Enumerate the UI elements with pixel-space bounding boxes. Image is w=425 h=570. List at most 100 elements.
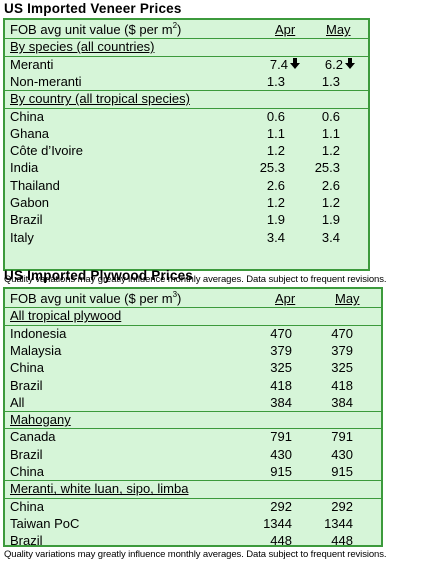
apr-value-text: 418 bbox=[270, 377, 292, 393]
table-row: China 325 325 bbox=[10, 360, 381, 376]
apr-value: 1.9 bbox=[267, 212, 285, 228]
may-value: 325 bbox=[331, 360, 353, 376]
table-row: All 384 384 bbox=[10, 395, 381, 411]
may-value-text: 1.9 bbox=[321, 212, 340, 228]
column-header-apr: Apr bbox=[275, 291, 296, 306]
may-value-text: 292 bbox=[331, 498, 353, 514]
row-label: Gabon bbox=[10, 195, 50, 210]
may-value-text: 791 bbox=[331, 429, 353, 445]
apr-value: 1.1 bbox=[267, 126, 285, 142]
section-divider bbox=[5, 480, 381, 482]
apr-value: 470 bbox=[270, 326, 292, 342]
table-row: Côte d’Ivoire 1.2 1.2 bbox=[10, 143, 368, 159]
may-value-text: 2.6 bbox=[321, 177, 340, 193]
apr-value: 379 bbox=[270, 343, 292, 359]
apr-value: 0.6 bbox=[267, 109, 285, 125]
may-value-text: 25.3 bbox=[314, 160, 340, 176]
table-row: Non-meranti 1.3 1.3 bbox=[10, 74, 368, 90]
may-value: 1.2 bbox=[322, 195, 340, 211]
apr-value-text: 384 bbox=[270, 394, 292, 410]
table-row: Thailand 2.6 2.6 bbox=[10, 178, 368, 194]
may-value: 1.3 bbox=[322, 74, 340, 90]
may-value-text: 0.6 bbox=[321, 108, 340, 124]
apr-value-text: 2.6 bbox=[266, 177, 285, 193]
apr-value-text: 1.9 bbox=[266, 212, 285, 228]
apr-value: 1344 bbox=[263, 516, 292, 532]
section-divider bbox=[5, 90, 368, 92]
section-header: By species (all countries) bbox=[10, 39, 368, 55]
may-value-text: 1.3 bbox=[321, 73, 340, 89]
apr-value: 448 bbox=[270, 533, 292, 549]
apr-value: 3.4 bbox=[267, 230, 285, 246]
row-label: Brazil bbox=[10, 533, 43, 549]
apr-value-text: 1.3 bbox=[266, 73, 285, 89]
may-value: 2.6 bbox=[322, 178, 340, 194]
may-value-text: 379 bbox=[331, 342, 353, 358]
table-row: Brazil 448 448 bbox=[10, 533, 381, 549]
row-label: Brazil bbox=[10, 377, 43, 393]
may-value: 0.6 bbox=[322, 109, 340, 125]
row-label: Brazil bbox=[10, 446, 43, 462]
unit-close: ) bbox=[177, 22, 182, 37]
veneer-note: Quality variations may greatly influence… bbox=[4, 274, 387, 285]
table-row: Canada 791 791 bbox=[10, 429, 381, 445]
apr-value-text: 1.2 bbox=[266, 195, 285, 210]
apr-value: 25.3 bbox=[260, 160, 285, 176]
apr-value-text: 3.4 bbox=[266, 229, 285, 245]
section-divider bbox=[5, 307, 381, 309]
may-value: 448 bbox=[331, 533, 353, 549]
section-title: Mahogany bbox=[10, 412, 71, 428]
row-label: Canada bbox=[10, 429, 56, 445]
row-label: Ghana bbox=[10, 125, 50, 141]
apr-value: 7.4 bbox=[269, 56, 300, 73]
may-value-text: 418 bbox=[331, 377, 353, 393]
section-title: By species (all countries) bbox=[10, 39, 155, 55]
section-header: Meranti, white luan, sipo, limba bbox=[10, 481, 381, 497]
section-header: By country (all tropical species) bbox=[10, 91, 368, 107]
may-value: 1344 bbox=[324, 516, 353, 532]
table-row: China 0.6 0.6 bbox=[10, 109, 368, 125]
unit-label: FOB avg unit value ($ per m bbox=[10, 22, 173, 37]
table-row: Meranti 7.4 6.2 bbox=[10, 57, 368, 73]
may-value: 1.1 bbox=[322, 126, 340, 142]
may-value-text: 1.1 bbox=[321, 125, 340, 141]
may-value-text: 6.2 bbox=[324, 56, 343, 72]
may-value-text: 448 bbox=[331, 533, 353, 549]
may-value-text: 325 bbox=[331, 360, 353, 376]
apr-value-text: 1344 bbox=[263, 515, 292, 531]
section-title: By country (all tropical species) bbox=[10, 91, 190, 107]
may-value: 384 bbox=[331, 395, 353, 411]
section-header: All tropical plywood bbox=[10, 308, 381, 324]
may-value: 791 bbox=[331, 429, 353, 445]
apr-value-text: 325 bbox=[270, 360, 292, 376]
apr-value: 1.3 bbox=[267, 74, 285, 90]
plywood-title: US Imported Plywood Prices bbox=[4, 268, 193, 283]
table-row: Italy 3.4 3.4 bbox=[10, 230, 368, 246]
may-value: 6.2 bbox=[324, 56, 355, 73]
unit-exponent: 2 bbox=[172, 21, 178, 30]
section-divider bbox=[5, 324, 381, 326]
row-label: China bbox=[10, 498, 44, 514]
column-header-may: May bbox=[335, 291, 360, 306]
table-row: China 292 292 bbox=[10, 499, 381, 515]
row-label: China bbox=[10, 108, 44, 124]
apr-value: 292 bbox=[270, 499, 292, 515]
may-value: 430 bbox=[331, 447, 353, 463]
apr-value-text: 7.4 bbox=[269, 56, 288, 72]
apr-value-text: 915 bbox=[270, 464, 292, 479]
row-label: Taiwan PoC bbox=[10, 515, 80, 531]
row-label: China bbox=[10, 360, 44, 376]
plywood-table: FOB avg unit value ($ per m3) Apr May All t… bbox=[3, 287, 383, 549]
row-label: Malaysia bbox=[10, 342, 62, 358]
may-value: 25.3 bbox=[315, 160, 340, 176]
may-value-text: 915 bbox=[331, 464, 353, 479]
table-row: Taiwan PoC 1344 1344 bbox=[10, 516, 381, 532]
section-title: All tropical plywood bbox=[10, 308, 122, 324]
row-label: Indonesia bbox=[10, 325, 67, 341]
unit-label: FOB avg unit value ($ per m bbox=[10, 291, 173, 306]
apr-value-text: 292 bbox=[270, 498, 292, 514]
plywood-header-row: FOB avg unit value ($ per m3) Apr May bbox=[10, 291, 381, 307]
unit-close: ) bbox=[177, 291, 182, 306]
apr-value: 791 bbox=[270, 429, 292, 445]
row-label: All bbox=[10, 394, 25, 410]
